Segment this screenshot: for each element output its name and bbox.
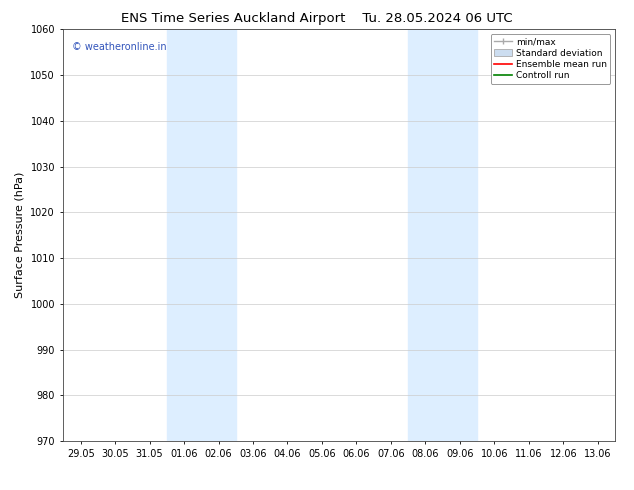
Text: © weatheronline.in: © weatheronline.in: [72, 42, 166, 52]
Bar: [167, 29, 236, 441]
Bar: [408, 29, 477, 441]
Y-axis label: Surface Pressure (hPa): Surface Pressure (hPa): [15, 172, 25, 298]
Text: ENS Time Series Auckland Airport    Tu. 28.05.2024 06 UTC: ENS Time Series Auckland Airport Tu. 28.…: [121, 12, 513, 25]
Legend: min/max, Standard deviation, Ensemble mean run, Controll run: min/max, Standard deviation, Ensemble me…: [491, 34, 611, 84]
